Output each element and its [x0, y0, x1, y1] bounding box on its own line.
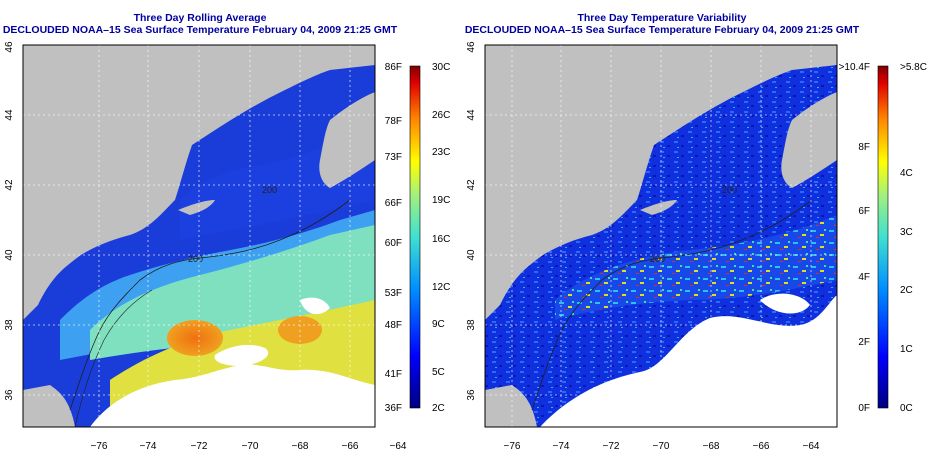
right-cb-c-label: >5.8C: [900, 62, 927, 73]
right-cb-c-label: 0C: [900, 403, 913, 414]
left-land-cape: [178, 200, 215, 215]
right-cb-f-label: 0F: [858, 403, 870, 414]
left-contour-label-2: 200: [262, 185, 277, 195]
right-y-tick: 40: [466, 249, 477, 261]
left-cb-c-label: 16C: [432, 234, 450, 245]
left-y-tick: 36: [4, 389, 15, 401]
left-x-tick: −74: [140, 441, 157, 452]
left-x-tick: −64: [390, 441, 407, 452]
right-title-line2: DECLOUDED NOAA–15 Sea Surface Temperatur…: [464, 24, 860, 36]
left-cb-c-label: 23C: [432, 147, 450, 158]
right-x-tick: −68: [703, 441, 720, 452]
left-cb-f-label: 53F: [385, 288, 402, 299]
left-y-tick: 46: [4, 41, 15, 53]
right-cb-f-label: >10.4F: [839, 62, 870, 73]
right-map-frame: [484, 44, 838, 428]
left-x-tick: −70: [242, 441, 259, 452]
right-cb-f-label: 6F: [858, 206, 870, 217]
right-x-tick: −76: [504, 441, 521, 452]
left-cb-f-label: 73F: [385, 152, 402, 163]
right-graticule: [485, 45, 837, 427]
left-y-tick: 44: [4, 109, 15, 121]
left-x-tick: −72: [191, 441, 208, 452]
left-contour-label-1: 200: [188, 254, 203, 264]
right-cb-f-label: 8F: [858, 142, 870, 153]
left-land-south: [23, 385, 75, 427]
right-contour-label-2: 200: [722, 185, 737, 195]
right-x-tick: −64: [803, 441, 820, 452]
left-cb-f-label: 66F: [385, 198, 402, 209]
right-front-variability: [555, 215, 837, 320]
left-cb-c-label: 26C: [432, 110, 450, 121]
left-x-tick: −66: [342, 441, 359, 452]
left-title-line2: DECLOUDED NOAA–15 Sea Surface Temperatur…: [2, 24, 398, 36]
right-title: Three Day Temperature Variability DECLOU…: [462, 12, 862, 36]
right-cb-c-label: 3C: [900, 227, 913, 238]
left-warm-core: [167, 320, 223, 356]
right-colorbar-bar: [877, 65, 889, 409]
right-cloud-patch: [760, 293, 810, 314]
left-graticule: [23, 45, 375, 427]
right-x-tick: −74: [553, 441, 570, 452]
left-cb-c-label: 2C: [432, 403, 445, 414]
right-y-tick: 42: [466, 179, 477, 191]
right-contour-200m: [531, 199, 813, 411]
right-title-line1: Three Day Temperature Variability: [577, 12, 747, 24]
right-y-tick: 46: [466, 41, 477, 53]
right-y-axis: 36 38 40 42 44 46: [466, 41, 477, 401]
left-cloud-patch-2: [300, 297, 330, 315]
left-colorbar-bar: [409, 65, 421, 409]
right-cb-c-label: 4C: [900, 168, 913, 179]
left-cloud-patch: [214, 344, 269, 366]
left-title: Three Day Rolling Average DECLOUDED NOAA…: [0, 12, 400, 36]
right-land-south: [485, 385, 537, 427]
right-land-cape: [640, 200, 677, 215]
left-land-northeast: [23, 45, 310, 320]
left-contour-deep: [74, 289, 153, 428]
left-colorbar: 86F 78F 73F 66F 60F 53F 48F 41F 36F 30C …: [385, 62, 451, 414]
left-cb-f-label: 78F: [385, 116, 402, 127]
left-title-line1: Three Day Rolling Average: [133, 12, 267, 24]
right-land-northeast: [485, 45, 772, 320]
left-x-tick: −68: [292, 441, 309, 452]
left-y-tick: 38: [4, 319, 15, 331]
left-cb-c-label: 19C: [432, 195, 450, 206]
right-contour-label-1: 200: [650, 254, 665, 264]
left-cloud-south: [90, 364, 375, 427]
left-map-frame: [22, 44, 376, 428]
left-cb-f-label: 48F: [385, 320, 402, 331]
right-x-tick: −72: [603, 441, 620, 452]
left-y-tick: 40: [4, 249, 15, 261]
left-map: 200 200: [22, 44, 376, 428]
right-land-nova-scotia: [781, 92, 837, 188]
left-cb-f-label: 86F: [385, 62, 402, 73]
right-x-tick: −66: [753, 441, 770, 452]
left-cb-c-label: 9C: [432, 319, 445, 330]
right-colorbar: >10.4F 8F 6F 4F 2F 0F >5.8C 4C 3C 2C 1C …: [839, 62, 927, 414]
left-x-tick: −76: [91, 441, 108, 452]
left-cb-f-label: 36F: [385, 403, 402, 414]
right-cloud-south: [540, 295, 837, 427]
left-y-axis: 36 38 40 42 44 46: [4, 41, 15, 401]
left-x-axis: −76 −74 −72 −70 −68 −66 −64: [91, 441, 407, 452]
right-y-tick: 38: [466, 319, 477, 331]
right-cb-f-label: 4F: [858, 272, 870, 283]
right-cb-f-label: 2F: [858, 337, 870, 348]
right-cb-c-label: 2C: [900, 285, 913, 296]
left-cb-c-label: 5C: [432, 367, 445, 378]
left-cb-c-label: 12C: [432, 282, 450, 293]
right-x-tick: −70: [653, 441, 670, 452]
right-x-axis: −76 −74 −72 −70 −68 −66 −64: [504, 441, 820, 452]
left-land-nova-scotia: [319, 92, 375, 188]
right-y-tick: 44: [466, 109, 477, 121]
left-y-tick: 42: [4, 179, 15, 191]
left-cb-f-label: 41F: [385, 369, 402, 380]
left-cb-c-label: 30C: [432, 62, 450, 73]
right-map: 200 200: [484, 44, 838, 428]
right-cb-c-label: 1C: [900, 344, 913, 355]
right-y-tick: 36: [466, 389, 477, 401]
left-contour-200m: [69, 199, 351, 411]
left-cb-f-label: 60F: [385, 238, 402, 249]
